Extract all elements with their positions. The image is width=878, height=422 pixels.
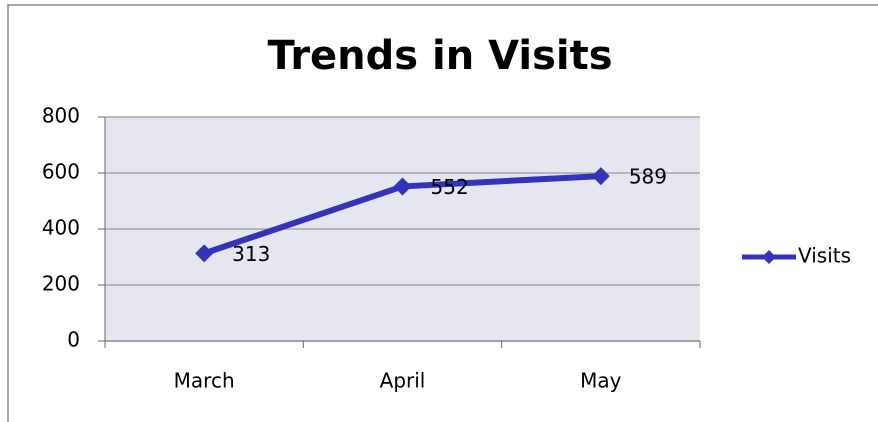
data-label: 313 — [232, 242, 270, 266]
chart-title: Trends in Visits — [267, 33, 612, 79]
x-tick-label: March — [174, 369, 235, 393]
y-tick-label: 200 — [42, 272, 80, 296]
data-point — [195, 244, 214, 263]
x-tick-label: May — [580, 369, 622, 393]
x-tick-label: April — [380, 369, 426, 393]
legend-label: Visits — [798, 244, 851, 268]
legend-marker — [762, 250, 776, 264]
y-tick-label: 600 — [42, 160, 80, 184]
data-point — [393, 177, 412, 196]
data-label: 552 — [431, 175, 469, 199]
y-tick-label: 800 — [42, 104, 80, 128]
data-point — [591, 167, 610, 186]
y-tick-label: 400 — [42, 216, 80, 240]
y-tick-label: 0 — [67, 328, 80, 352]
data-label: 589 — [629, 165, 667, 189]
